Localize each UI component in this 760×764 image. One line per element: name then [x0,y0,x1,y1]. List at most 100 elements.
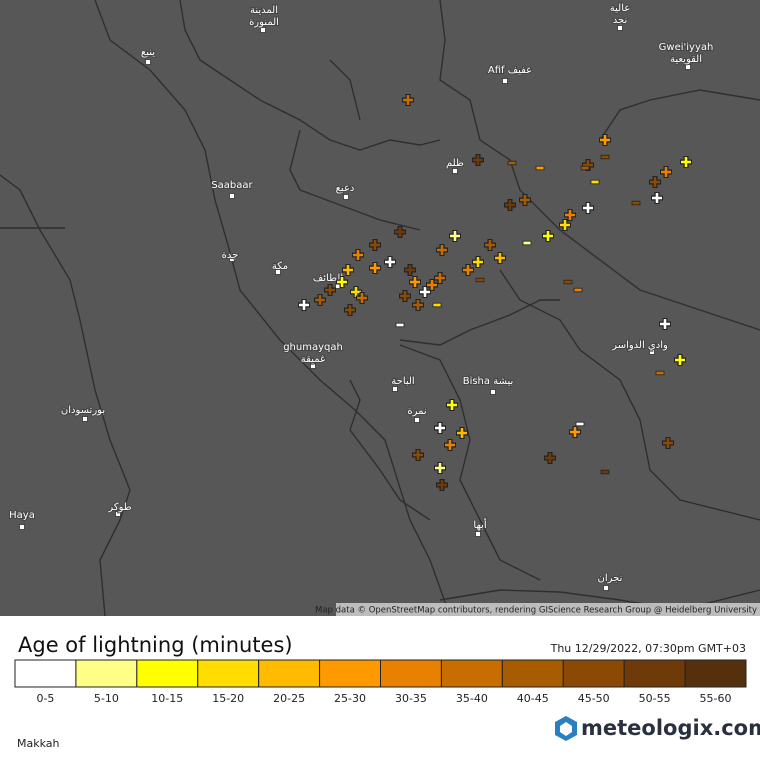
city-dot [392,386,398,392]
lightning-strike [435,423,445,433]
city-dot [414,417,420,423]
city-dot [260,27,266,33]
legend-label: 50-55 [639,692,671,705]
lightning-strike [520,195,530,205]
lightning-strike [437,480,447,490]
lightning-strike [463,265,473,275]
lightning-dash [631,200,641,206]
city-label: الباحة [391,376,414,387]
city-label: المنورة [249,17,279,28]
lightning-strike [652,193,662,203]
city-label: جدة [222,250,239,261]
city-label: نجران [598,573,623,584]
lightning-strike [543,231,553,241]
city-label: ينبع [141,47,155,58]
legend-label: 5-10 [94,692,119,705]
legend-title: Age of lightning (minutes) [18,633,293,657]
lightning-strike [315,295,325,305]
city-label: دعبع [336,183,355,194]
lightning-strike [445,440,455,450]
lightning-strike [545,453,555,463]
lightning-strike [395,227,405,237]
attribution: Map data © OpenStreetMap contributors, r… [315,606,757,616]
legend: 0-5 5-10 10-15 15-20 20-25 25-30 30-35 35-40 40-… [14,659,747,705]
lightning-strike [325,285,335,295]
lightning-dash [395,322,405,328]
city-label: القويعية [670,54,702,65]
lightning-strike [435,463,445,473]
city-label: غميقة [301,354,325,365]
lightning-strike [400,291,410,301]
legend-swatch [501,659,564,688]
lightning-dash [573,287,583,293]
lightning-strike [560,220,570,230]
timestamp: Thu 12/29/2022, 07:30pm GMT+03 [550,642,746,655]
lightning-dash [475,277,485,283]
lightning-strike [660,319,670,329]
lightning-strike [353,250,363,260]
city-dot [603,585,609,591]
city-label: ظلم [446,158,464,169]
legend-swatch [380,659,442,688]
legend-label: 45-50 [578,692,610,705]
legend-label: 40-45 [517,692,549,705]
lightning-dash [507,160,517,166]
lightning-strike [437,245,447,255]
lightning-strike [427,280,437,290]
legend-label: 20-25 [273,692,305,705]
lightning-dash [590,179,600,185]
lightning-strike [450,231,460,241]
city-dot [649,349,655,355]
city-dot [343,194,349,200]
legend-swatch [440,659,503,688]
lightning-strike [337,277,347,287]
legend-label: 10-15 [151,692,183,705]
lightning-strike [495,253,505,263]
legend-swatch [684,659,747,688]
legend-swatch [14,659,77,688]
brand-logo: meteologix.com [555,716,760,741]
city-label: وادي الدواسر [611,340,668,351]
logo-icon-inner [560,722,572,736]
legend-label: 25-30 [334,692,366,705]
legend-label: 35-40 [456,692,488,705]
lightning-strike [410,277,420,287]
map-lines [0,0,760,617]
city-dot [310,363,316,369]
lightning-strike [663,438,673,448]
city-dot [19,524,25,530]
city-dot [115,511,121,517]
lightning-dash [600,154,610,160]
legend-swatch [562,659,625,688]
city-label: Afif عفيف [488,65,532,76]
city-dot [145,59,151,65]
lightning-strike [473,155,483,165]
lightning-strike [403,95,413,105]
city-label: عالية [610,3,630,14]
legend-swatch [623,659,686,688]
lightning-strike [413,300,423,310]
legend-swatch [197,659,260,688]
lightning-strike [570,427,580,437]
city-label: Bisha بيشة [463,376,514,387]
map-background [0,0,760,616]
city-dot [685,64,691,70]
lightning-strike [420,287,430,297]
lightning-strike [681,157,691,167]
city-dot [475,531,481,537]
city-dot [229,256,235,262]
city-dot [502,78,508,84]
lightning-strike [565,210,575,220]
lightning-dash [535,165,545,171]
lightning-strike [370,240,380,250]
lightning-strike [600,135,610,145]
lightning-strike [505,200,515,210]
attribution-box [336,603,760,616]
lightning-dash [563,279,573,285]
lightning-strike [357,293,367,303]
legend-label: 15-20 [212,692,244,705]
city-dot [82,416,88,422]
lightning-dash [600,469,610,475]
